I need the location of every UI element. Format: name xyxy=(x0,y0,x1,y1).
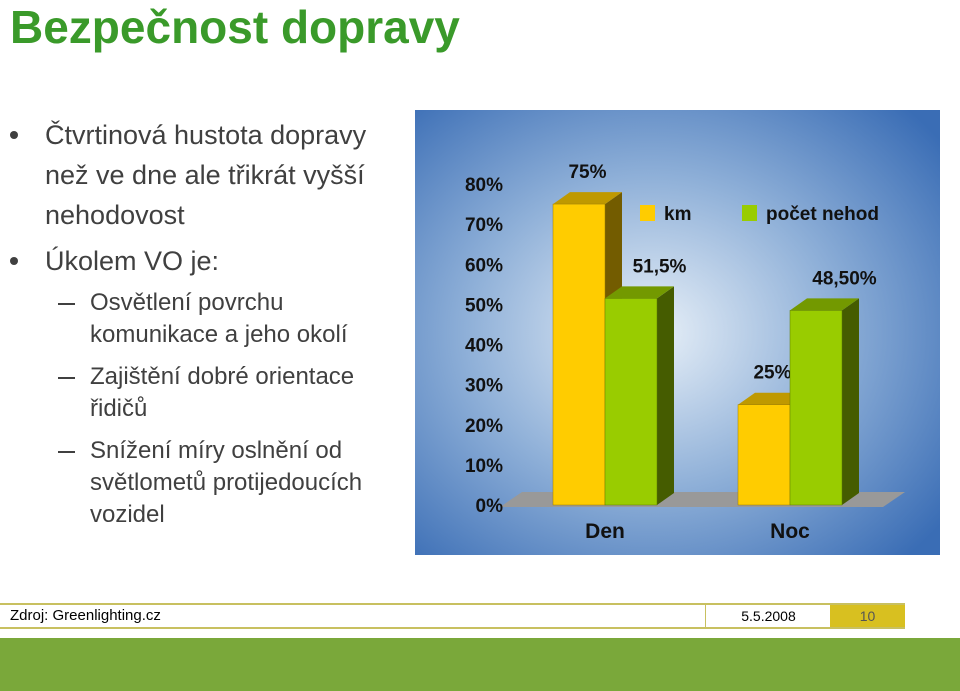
y-tick-label: 50% xyxy=(465,295,503,316)
bottom-band xyxy=(0,638,960,691)
y-tick-label: 20% xyxy=(465,416,503,437)
bar-top xyxy=(553,192,622,205)
y-tick-label: 0% xyxy=(476,496,504,517)
x-tick-label: Noc xyxy=(770,520,810,543)
sub-bullet-dash xyxy=(58,377,75,379)
data-label: 48,50% xyxy=(812,268,877,289)
sub-bullet-text: Snížení míry oslnění od světlometů proti… xyxy=(90,437,363,528)
bar xyxy=(604,298,658,506)
bar-side xyxy=(657,286,674,505)
y-tick-label: 30% xyxy=(465,376,503,397)
footer-bar xyxy=(0,603,905,629)
sub-bullet-dash xyxy=(58,451,75,453)
footer-source: Zdroj: Greenlighting.cz xyxy=(10,607,161,624)
footer-date: 5.5.2008 xyxy=(705,605,831,627)
data-label: 25% xyxy=(753,363,791,384)
bullet-dot xyxy=(10,257,18,265)
y-tick-label: 80% xyxy=(465,175,503,196)
x-tick-label: Den xyxy=(585,520,625,543)
bar-top xyxy=(605,286,674,299)
data-label: 75% xyxy=(568,162,606,183)
data-label: 51,5% xyxy=(633,256,687,277)
bar xyxy=(737,404,791,506)
sub-bullet-text: Osvětlení povrchu komunikace a jeho okol… xyxy=(90,289,348,348)
bar xyxy=(789,310,843,506)
sub-bullet-dash xyxy=(58,303,75,305)
legend-label: počet nehod xyxy=(766,204,879,225)
sub-bullet-text: Zajištění dobré orientace řidičů xyxy=(90,363,355,422)
y-tick-label: 70% xyxy=(465,215,503,236)
legend-swatch xyxy=(640,205,655,221)
bullet-dot xyxy=(10,131,18,139)
y-tick-label: 40% xyxy=(465,336,503,357)
bar-top xyxy=(790,298,859,311)
bar xyxy=(552,203,606,506)
footer-page: 10 xyxy=(830,605,905,627)
legend-label: km xyxy=(664,204,691,225)
bar-side xyxy=(842,298,859,505)
bullet-text: Úkolem VO je: xyxy=(45,246,220,276)
y-tick-label: 60% xyxy=(465,255,503,276)
bullet-text: Čtvrtinová hustota dopravy než ve dne al… xyxy=(45,120,367,230)
legend-swatch xyxy=(742,205,757,221)
y-tick-label: 10% xyxy=(465,456,503,477)
slide-title: Bezpečnost dopravy xyxy=(10,1,460,53)
